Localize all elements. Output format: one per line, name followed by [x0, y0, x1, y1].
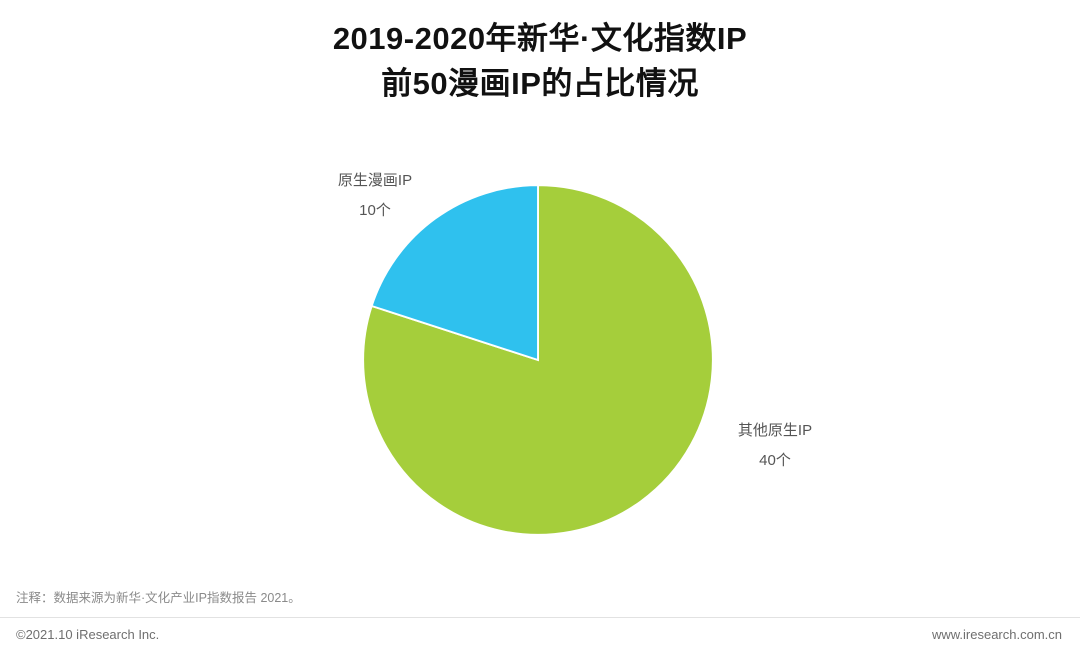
- pie-label-comic-ip: 原生漫画IP 10个: [298, 166, 452, 226]
- chart-title-line1: 2019-2020年新华·文化指数IP: [332, 21, 748, 56]
- footer-bar: ©2021.10 iResearch Inc. www.iresearch.co…: [16, 627, 1062, 642]
- pie-chart: [350, 172, 726, 548]
- chart-title-line2: 前50漫画IP的占比情况: [381, 66, 699, 101]
- pie-chart-svg: [362, 184, 714, 536]
- pie-label-comic-ip-name: 原生漫画IP: [337, 172, 413, 189]
- pie-slice-2: [370, 184, 539, 362]
- copyright-text: ©2021.10 iResearch Inc.: [16, 627, 160, 642]
- pie-label-other-ip: 其他原生IP 40个: [702, 416, 848, 476]
- pie-label-other-ip-name: 其他原生IP: [737, 422, 813, 439]
- website-url: www.iresearch.com.cn: [931, 627, 1062, 642]
- pie-label-comic-ip-count: 10个: [359, 202, 391, 219]
- footer-divider: [0, 617, 1080, 618]
- source-note: 注释：数据来源为新华·文化产业IP指数报告 2021。: [16, 591, 301, 605]
- pie-label-other-ip-count: 40个: [759, 452, 791, 469]
- chart-title: 2019-2020年新华·文化指数IP 前50漫画IP的占比情况: [0, 16, 1080, 106]
